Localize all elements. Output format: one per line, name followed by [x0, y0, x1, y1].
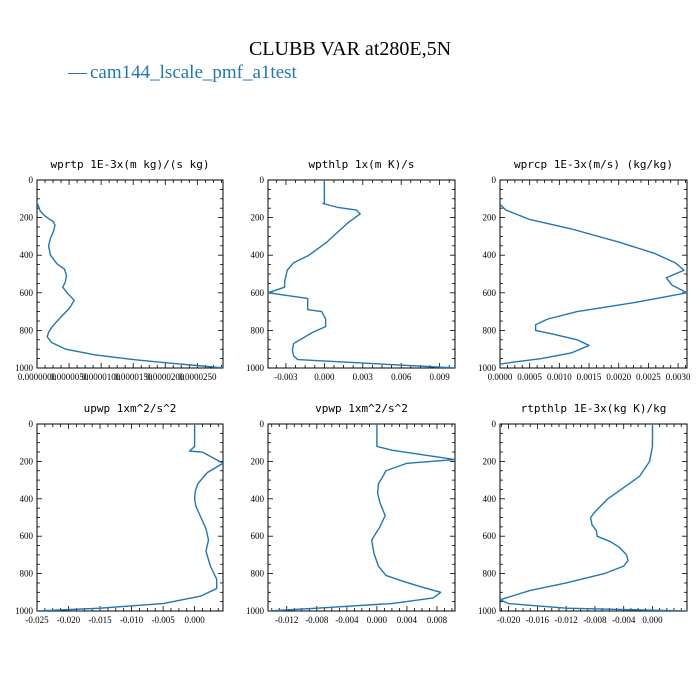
x-tick-label: 0.0000150: [114, 372, 153, 382]
y-tick-label: 0: [29, 419, 34, 429]
subplot-title: wpthlp 1x(m K)/s: [309, 158, 415, 171]
y-tick-label: 600: [20, 288, 34, 298]
y-tick-label: 600: [251, 288, 265, 298]
subplot-title: upwp 1xm^2/s^2: [84, 402, 177, 415]
y-tick-label: 800: [483, 325, 497, 335]
x-tick-label: 0.0000050: [50, 372, 89, 382]
x-tick-label: 0.0000100: [82, 372, 121, 382]
y-tick-label: 600: [483, 531, 497, 541]
series-line-1: [37, 424, 223, 611]
x-tick-label: 0.0015: [577, 372, 602, 382]
y-tick-label: 1000: [478, 606, 497, 616]
subplot-title: wprcp 1E-3x(m/s) (kg/kg): [514, 158, 673, 171]
subplot-4: upwp 1xm^2/s^2 0 200 400 600 800 1000-0.025 -0.…: [15, 402, 224, 625]
series-line-1: [500, 203, 687, 365]
subplot-3: wprcp 1E-3x(m/s) (kg/kg) 0 200 400 600 800 100…: [478, 158, 691, 382]
x-tick-label: -0.016: [526, 615, 550, 625]
legend-marker: —: [67, 62, 88, 83]
y-tick-label: 0: [492, 419, 497, 429]
series-line-1: [268, 180, 455, 368]
y-tick-label: 0: [492, 175, 497, 185]
x-tick-label: 0.0020: [606, 372, 631, 382]
subplot-6: rtpthlp 1E-3x(kg K)/kg02004006008001000-…: [478, 402, 688, 625]
y-tick-label: 1000: [246, 363, 265, 373]
x-tick-label: 0.000: [642, 615, 663, 625]
x-tick-label: 0.000: [367, 615, 388, 625]
y-tick-label: 400: [251, 494, 265, 504]
x-tick-label: -0.004: [612, 615, 636, 625]
y-tick-label: 800: [483, 569, 497, 579]
x-tick-label: 0.0005: [517, 372, 542, 382]
y-tick-label: 1000: [246, 606, 265, 616]
y-tick-label: 800: [20, 325, 34, 335]
y-tick-label: 1000: [15, 363, 34, 373]
y-tick-label: 200: [483, 213, 497, 223]
x-tick-label: -0.020: [57, 615, 81, 625]
x-tick-label: -0.020: [497, 615, 521, 625]
x-tick-label: 0.0000200: [146, 372, 185, 382]
x-tick-label: -0.005: [151, 615, 175, 625]
series-line-1: [37, 202, 223, 368]
y-tick-label: 400: [483, 250, 497, 260]
subplot-title: wprtp 1E-3x(m kg)/(s kg): [51, 158, 210, 171]
y-tick-label: 0: [260, 175, 265, 185]
y-tick-label: 200: [20, 213, 34, 223]
y-tick-label: 200: [20, 456, 34, 466]
y-tick-label: 200: [251, 456, 265, 466]
series-line-1: [268, 424, 455, 611]
x-tick-label: 0.008: [427, 615, 448, 625]
y-tick-label: 1000: [478, 363, 497, 373]
x-tick-label: 0.000: [185, 615, 206, 625]
y-tick-label: 400: [483, 494, 497, 504]
x-tick-label: -0.008: [305, 615, 329, 625]
x-tick-label: 0.0000000: [18, 372, 57, 382]
x-tick-label: 0.000: [314, 372, 335, 382]
x-tick-label: -0.012: [555, 615, 578, 625]
subplot-title: rtpthlp 1E-3x(kg K)/kg: [521, 402, 667, 415]
subplot-title: vpwp 1xm^2/s^2: [315, 402, 408, 415]
y-tick-label: 0: [29, 175, 34, 185]
x-tick-label: -0.010: [120, 615, 144, 625]
x-tick-label: 0.0000250: [178, 372, 217, 382]
y-tick-label: 600: [483, 288, 497, 298]
x-tick-label: 0.003: [353, 372, 374, 382]
y-tick-label: 0: [260, 419, 265, 429]
x-tick-label: 0.0010: [547, 372, 572, 382]
y-tick-label: 200: [251, 213, 265, 223]
y-tick-label: 800: [251, 569, 265, 579]
subplot-2: wpthlp 1x(m K)/s 0 200 400 600 800 1000 -0.003 0…: [246, 158, 456, 382]
x-tick-label: -0.025: [25, 615, 49, 625]
x-tick-label: 0.006: [391, 372, 412, 382]
y-tick-label: 800: [251, 325, 265, 335]
legend: — cam144_lscale_pmf_a1test: [67, 62, 298, 83]
y-tick-label: 600: [251, 531, 265, 541]
x-tick-label: 0.0000: [488, 372, 513, 382]
figure-title: CLUBB VAR at280E,5N: [249, 38, 451, 60]
x-tick-label: -0.004: [335, 615, 359, 625]
y-tick-label: 600: [20, 531, 34, 541]
y-tick-label: 1000: [15, 606, 34, 616]
x-tick-label: 0.0025: [636, 372, 661, 382]
legend-entry-label: cam144_lscale_pmf_a1test: [90, 62, 298, 83]
x-tick-label: 0.0030: [666, 372, 691, 382]
y-tick-label: 400: [20, 494, 34, 504]
y-tick-label: 800: [20, 569, 34, 579]
series-line-1: [500, 424, 687, 611]
y-tick-label: 400: [20, 250, 34, 260]
y-tick-label: 200: [483, 456, 497, 466]
x-tick-label: -0.008: [583, 615, 607, 625]
x-tick-label: 0.009: [430, 372, 451, 382]
subplot-1: wprtp 1E-3x(m kg)/(s kg) 0 200 400 600 800 100…: [15, 158, 224, 382]
subplot-grid: wprtp 1E-3x(m kg)/(s kg) 0 200 400 600 800 100…: [15, 158, 691, 625]
subplot-5: vpwp 1xm^2/s^2 0 200 400 600 800 1000 -0.012 -0.…: [246, 402, 456, 625]
x-tick-label: 0.004: [397, 615, 418, 625]
x-tick-label: -0.015: [88, 615, 112, 625]
x-tick-label: -0.012: [275, 615, 298, 625]
x-tick-label: -0.003: [274, 372, 298, 382]
y-tick-label: 400: [251, 250, 265, 260]
